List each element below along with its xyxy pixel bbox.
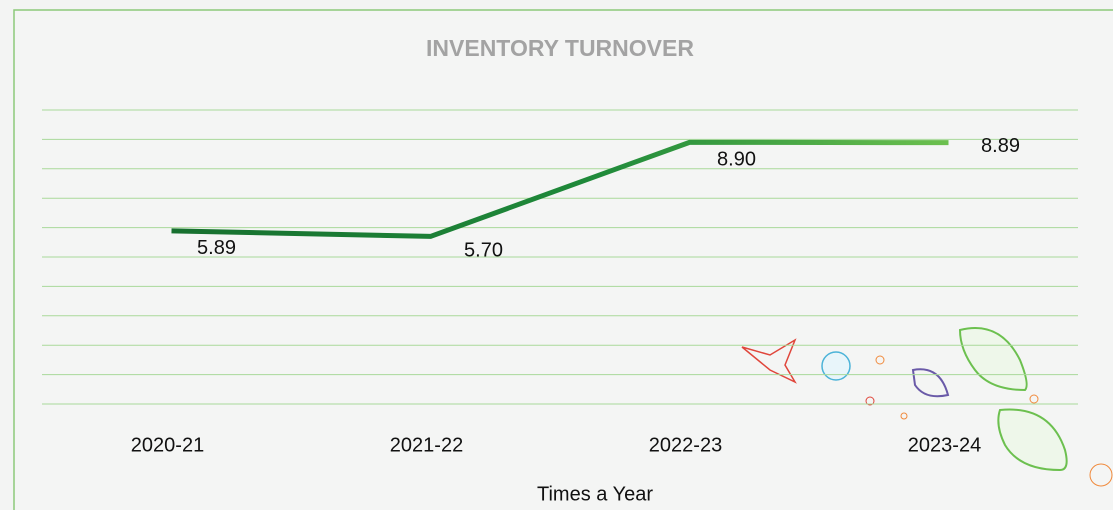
line <box>171 139 949 239</box>
x-tick-label: 2020-21 <box>131 434 204 456</box>
legend-label: Times a Year <box>537 483 653 505</box>
data-label: 5.70 <box>464 240 503 262</box>
frame <box>13 9 1113 510</box>
chart-title: INVENTORY TURNOVER <box>426 35 694 61</box>
decoration <box>741 327 1113 487</box>
x-tick-label: 2021-22 <box>390 434 463 456</box>
x-tick-label: 2022-23 <box>649 434 722 456</box>
data-label: 5.89 <box>197 237 236 259</box>
data-label: 8.90 <box>717 149 756 171</box>
x-tick-label: 2023-24 <box>908 434 981 456</box>
data-label: 8.89 <box>981 135 1020 157</box>
